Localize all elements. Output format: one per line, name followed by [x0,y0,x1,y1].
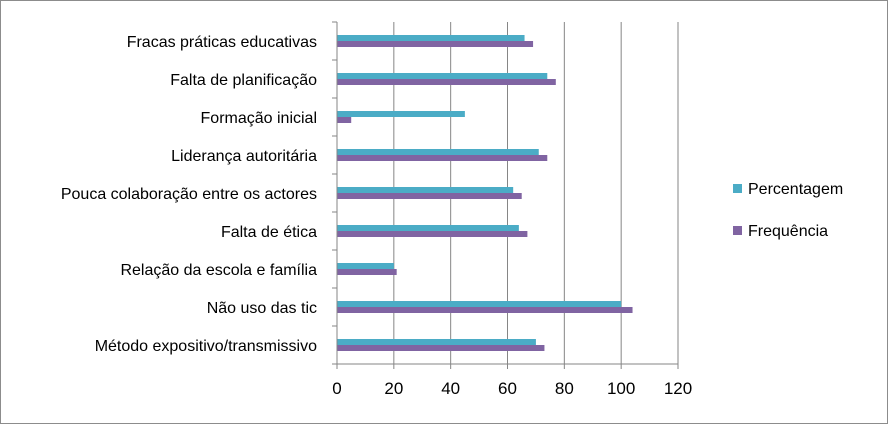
bar-percentagem-0 [337,35,525,41]
category-label: Fracas práticas educativas [127,34,317,51]
bar-percentagem-3 [337,149,539,155]
bar-percentagem-5 [337,225,519,231]
bar-frequência-7 [337,307,633,313]
bar-frequência-1 [337,79,556,85]
legend-label: Frequência [748,223,828,240]
x-tick-label: 60 [498,379,517,398]
category-label: Não uso das tic [207,300,317,317]
bar-percentagem-7 [337,301,622,307]
bar-percentagem-6 [337,263,394,269]
legend-swatch-frequência [733,226,742,235]
x-tick-labels: 0 20 40 60 80 100 120 [332,379,692,398]
bars [337,35,633,351]
x-tick-label: 20 [384,379,403,398]
category-label: Método expositivo/transmissivo [95,338,317,355]
x-tick-label: 120 [664,379,692,398]
bar-frequência-4 [337,193,522,199]
bar-frequência-8 [337,345,545,351]
bar-frequência-0 [337,41,534,47]
bar-frequência-6 [337,269,397,275]
legend-swatch-percentagem [733,184,742,193]
bar-percentagem-1 [337,73,548,79]
legend-label: Percentagem [748,181,843,198]
bar-frequência-2 [337,117,352,123]
x-tick-label: 100 [607,379,635,398]
axes [332,21,679,369]
category-label: Formação inicial [201,110,317,127]
x-tick-label: 40 [441,379,460,398]
category-label: Liderança autoritária [171,148,317,165]
category-label: Falta de ética [221,224,317,241]
category-labels: Fracas práticas educativas Falta de plani… [61,34,317,355]
bar-frequência-5 [337,231,528,237]
bar-percentagem-2 [337,111,465,117]
legend: Percentagem Frequência [733,181,843,240]
bar-percentagem-8 [337,339,536,345]
category-label: Pouca colaboração entre os actores [61,186,317,203]
x-tick-label: 80 [555,379,574,398]
category-label: Falta de planificação [170,72,317,89]
category-label: Relação da escola e família [120,262,317,279]
bar-frequência-3 [337,155,548,161]
bar-percentagem-4 [337,187,514,193]
x-tick-label: 0 [332,379,341,398]
